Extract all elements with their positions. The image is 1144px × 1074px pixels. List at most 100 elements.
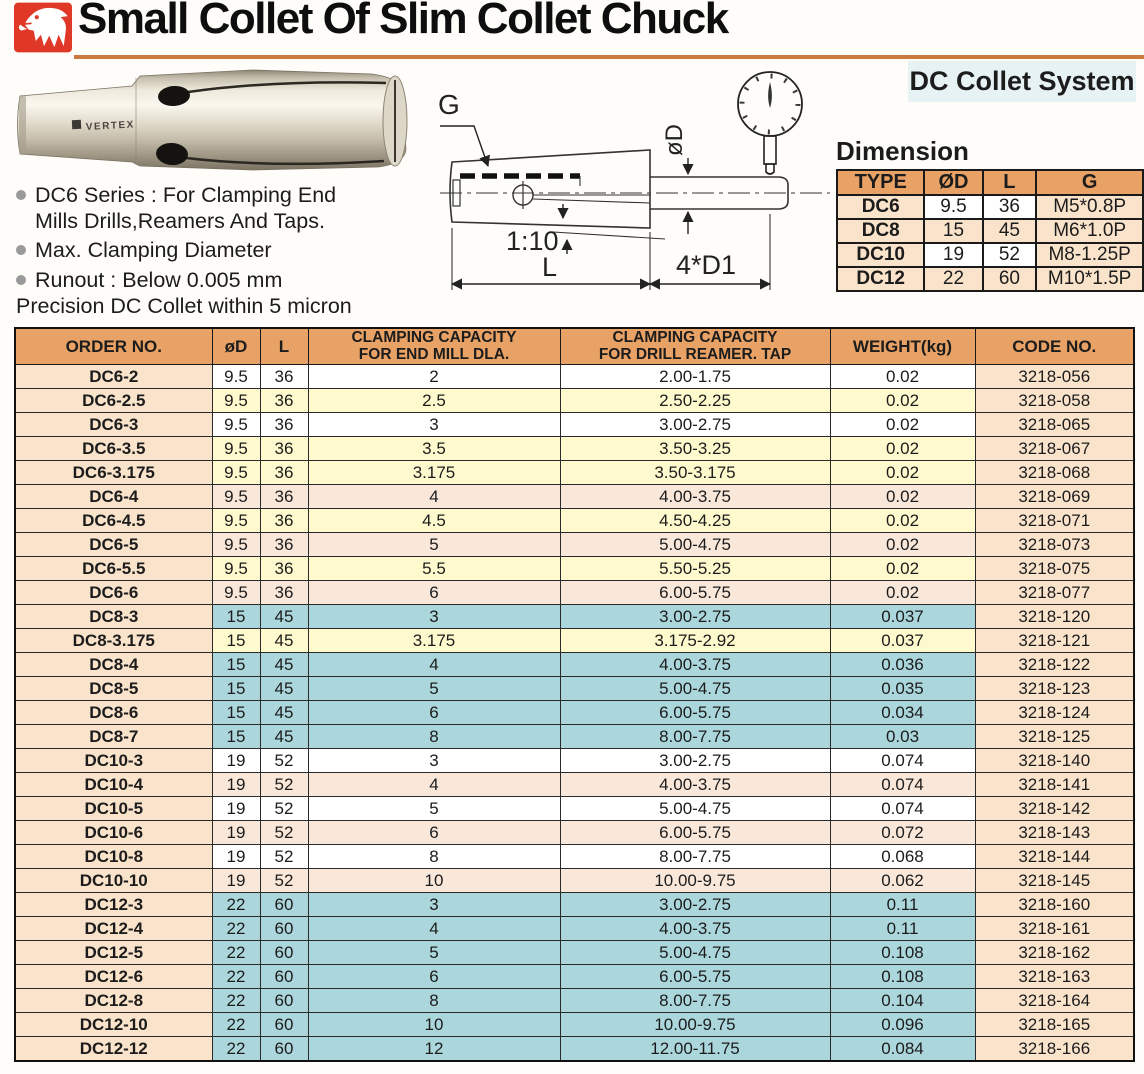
cell-order: DC12-6 bbox=[14, 964, 213, 990]
cell-code: 3218-143 bbox=[974, 820, 1135, 846]
cell-code: 3218-075 bbox=[974, 556, 1135, 582]
cell-l: 60 bbox=[259, 1012, 309, 1038]
page-title: Small Collet Of Slim Collet Chuck bbox=[78, 0, 729, 43]
cell-endmill: 5 bbox=[307, 532, 561, 558]
cell-drill: 8.00-7.75 bbox=[559, 724, 831, 750]
dim-cell-d: 9.5 bbox=[923, 194, 984, 220]
cell-d: 15 bbox=[211, 700, 261, 726]
cell-d: 9.5 bbox=[211, 436, 261, 462]
cell-order: DC8-5 bbox=[14, 676, 213, 702]
cell-endmill: 2.5 bbox=[307, 388, 561, 414]
dim-cell-type: DC8 bbox=[835, 218, 926, 244]
feature-item: DC6 Series : For Clamping End Mills Dril… bbox=[16, 182, 356, 234]
drawing-label-shank: 4*D1 bbox=[676, 250, 736, 280]
cell-d: 22 bbox=[211, 964, 261, 990]
drawing-label-length: L bbox=[542, 252, 557, 282]
cell-d: 22 bbox=[211, 916, 261, 942]
cell-endmill: 8 bbox=[307, 724, 561, 750]
cell-code: 3218-144 bbox=[974, 844, 1135, 870]
cell-d: 15 bbox=[211, 652, 261, 678]
cell-d: 22 bbox=[211, 940, 261, 966]
cell-order: DC6-3 bbox=[14, 412, 213, 438]
cell-weight: 0.062 bbox=[829, 868, 976, 894]
cell-d: 15 bbox=[211, 676, 261, 702]
spec-row: DC12-3 22 60 3 3.00-2.75 0.11 3218-160 bbox=[14, 892, 1135, 918]
eagle-logo-icon bbox=[14, 2, 72, 53]
cell-order: DC12-5 bbox=[14, 940, 213, 966]
header-endmill-line2: FOR END MILL DLA. bbox=[358, 345, 510, 363]
cell-drill: 2.00-1.75 bbox=[559, 364, 831, 390]
cell-drill: 6.00-5.75 bbox=[559, 964, 831, 990]
spec-row: DC8-7 15 45 8 8.00-7.75 0.03 3218-125 bbox=[14, 724, 1135, 750]
cell-weight: 0.11 bbox=[829, 892, 976, 918]
drawing-label-g: G bbox=[438, 89, 460, 120]
title-underline bbox=[74, 55, 1144, 59]
cell-d: 9.5 bbox=[211, 412, 261, 438]
dimension-row: DC12 22 60 M10*1.5P bbox=[835, 266, 1144, 292]
cell-l: 52 bbox=[259, 868, 309, 894]
cell-l: 52 bbox=[259, 796, 309, 822]
cell-d: 22 bbox=[211, 988, 261, 1014]
cell-endmill: 4 bbox=[307, 916, 561, 942]
cell-order: DC8-6 bbox=[14, 700, 213, 726]
spec-row: DC6-4 9.5 36 4 4.00-3.75 0.02 3218-069 bbox=[14, 484, 1135, 510]
dim-cell-type: DC12 bbox=[835, 266, 926, 292]
dimension-table-body: DC6 9.5 36 M5*0.8P DC8 15 45 M6*1.0P DC10 19 52 M8-… bbox=[835, 194, 1144, 292]
cell-endmill: 8 bbox=[307, 844, 561, 870]
cell-code: 3218-166 bbox=[974, 1036, 1135, 1062]
cell-code: 3218-161 bbox=[974, 916, 1135, 942]
cell-endmill: 4 bbox=[307, 772, 561, 798]
cell-order: DC10-8 bbox=[14, 844, 213, 870]
cell-code: 3218-123 bbox=[974, 676, 1135, 702]
cell-drill: 12.00-11.75 bbox=[559, 1036, 831, 1062]
cell-code: 3218-073 bbox=[974, 532, 1135, 558]
cell-order: DC6-4 bbox=[14, 484, 213, 510]
cell-code: 3218-069 bbox=[974, 484, 1135, 510]
cell-order: DC12-12 bbox=[14, 1036, 213, 1062]
cell-drill: 3.00-2.75 bbox=[559, 748, 831, 774]
cell-d: 19 bbox=[211, 844, 261, 870]
spec-row: DC8-6 15 45 6 6.00-5.75 0.034 3218-124 bbox=[14, 700, 1135, 726]
spec-table: ORDER NO. øD L CLAMPING CAPACITY FOR END… bbox=[14, 327, 1135, 1063]
cell-drill: 5.00-4.75 bbox=[559, 796, 831, 822]
cell-weight: 0.096 bbox=[829, 1012, 976, 1038]
cell-endmill: 2 bbox=[307, 364, 561, 390]
dim-header-type: TYPE bbox=[835, 169, 926, 196]
cell-d: 9.5 bbox=[211, 364, 261, 390]
cell-d: 9.5 bbox=[211, 484, 261, 510]
dim-header-l: L bbox=[981, 169, 1038, 196]
cell-weight: 0.02 bbox=[829, 436, 976, 462]
cell-l: 52 bbox=[259, 820, 309, 846]
spec-row: DC8-3.175 15 45 3.175 3.175-2.92 0.037 3218-12… bbox=[14, 628, 1135, 654]
cell-l: 60 bbox=[259, 892, 309, 918]
cell-d: 19 bbox=[211, 796, 261, 822]
cell-l: 60 bbox=[259, 940, 309, 966]
cell-l: 60 bbox=[259, 1036, 309, 1062]
cell-l: 45 bbox=[259, 652, 309, 678]
cell-code: 3218-124 bbox=[974, 700, 1135, 726]
header-endmill-line1: CLAMPING CAPACITY bbox=[351, 329, 517, 346]
header-code-no: CODE NO. bbox=[974, 327, 1135, 366]
dimension-title: Dimension bbox=[836, 136, 969, 166]
cell-endmill: 3 bbox=[307, 604, 561, 630]
cell-l: 36 bbox=[259, 436, 309, 462]
spec-row: DC10-3 19 52 3 3.00-2.75 0.074 3218-140 bbox=[14, 748, 1135, 774]
cell-drill: 3.50-3.25 bbox=[559, 436, 831, 462]
cell-d: 9.5 bbox=[211, 580, 261, 606]
photo-brand-label: VERTEX bbox=[86, 119, 136, 133]
cell-code: 3218-065 bbox=[974, 412, 1135, 438]
cell-order: DC6-3.5 bbox=[14, 436, 213, 462]
cell-endmill: 5.5 bbox=[307, 556, 561, 582]
cell-d: 19 bbox=[211, 772, 261, 798]
cell-endmill: 10 bbox=[307, 1012, 561, 1038]
cell-drill: 3.00-2.75 bbox=[559, 604, 831, 630]
cell-l: 36 bbox=[259, 484, 309, 510]
cell-l: 36 bbox=[259, 532, 309, 558]
feature-item: Runout : Below 0.005 mm bbox=[16, 267, 356, 293]
cell-weight: 0.02 bbox=[829, 364, 976, 390]
spec-row: DC6-3 9.5 36 3 3.00-2.75 0.02 3218-065 bbox=[14, 412, 1135, 438]
cell-d: 22 bbox=[211, 1012, 261, 1038]
cell-endmill: 5 bbox=[307, 796, 561, 822]
cell-l: 45 bbox=[259, 700, 309, 726]
cell-endmill: 10 bbox=[307, 868, 561, 894]
